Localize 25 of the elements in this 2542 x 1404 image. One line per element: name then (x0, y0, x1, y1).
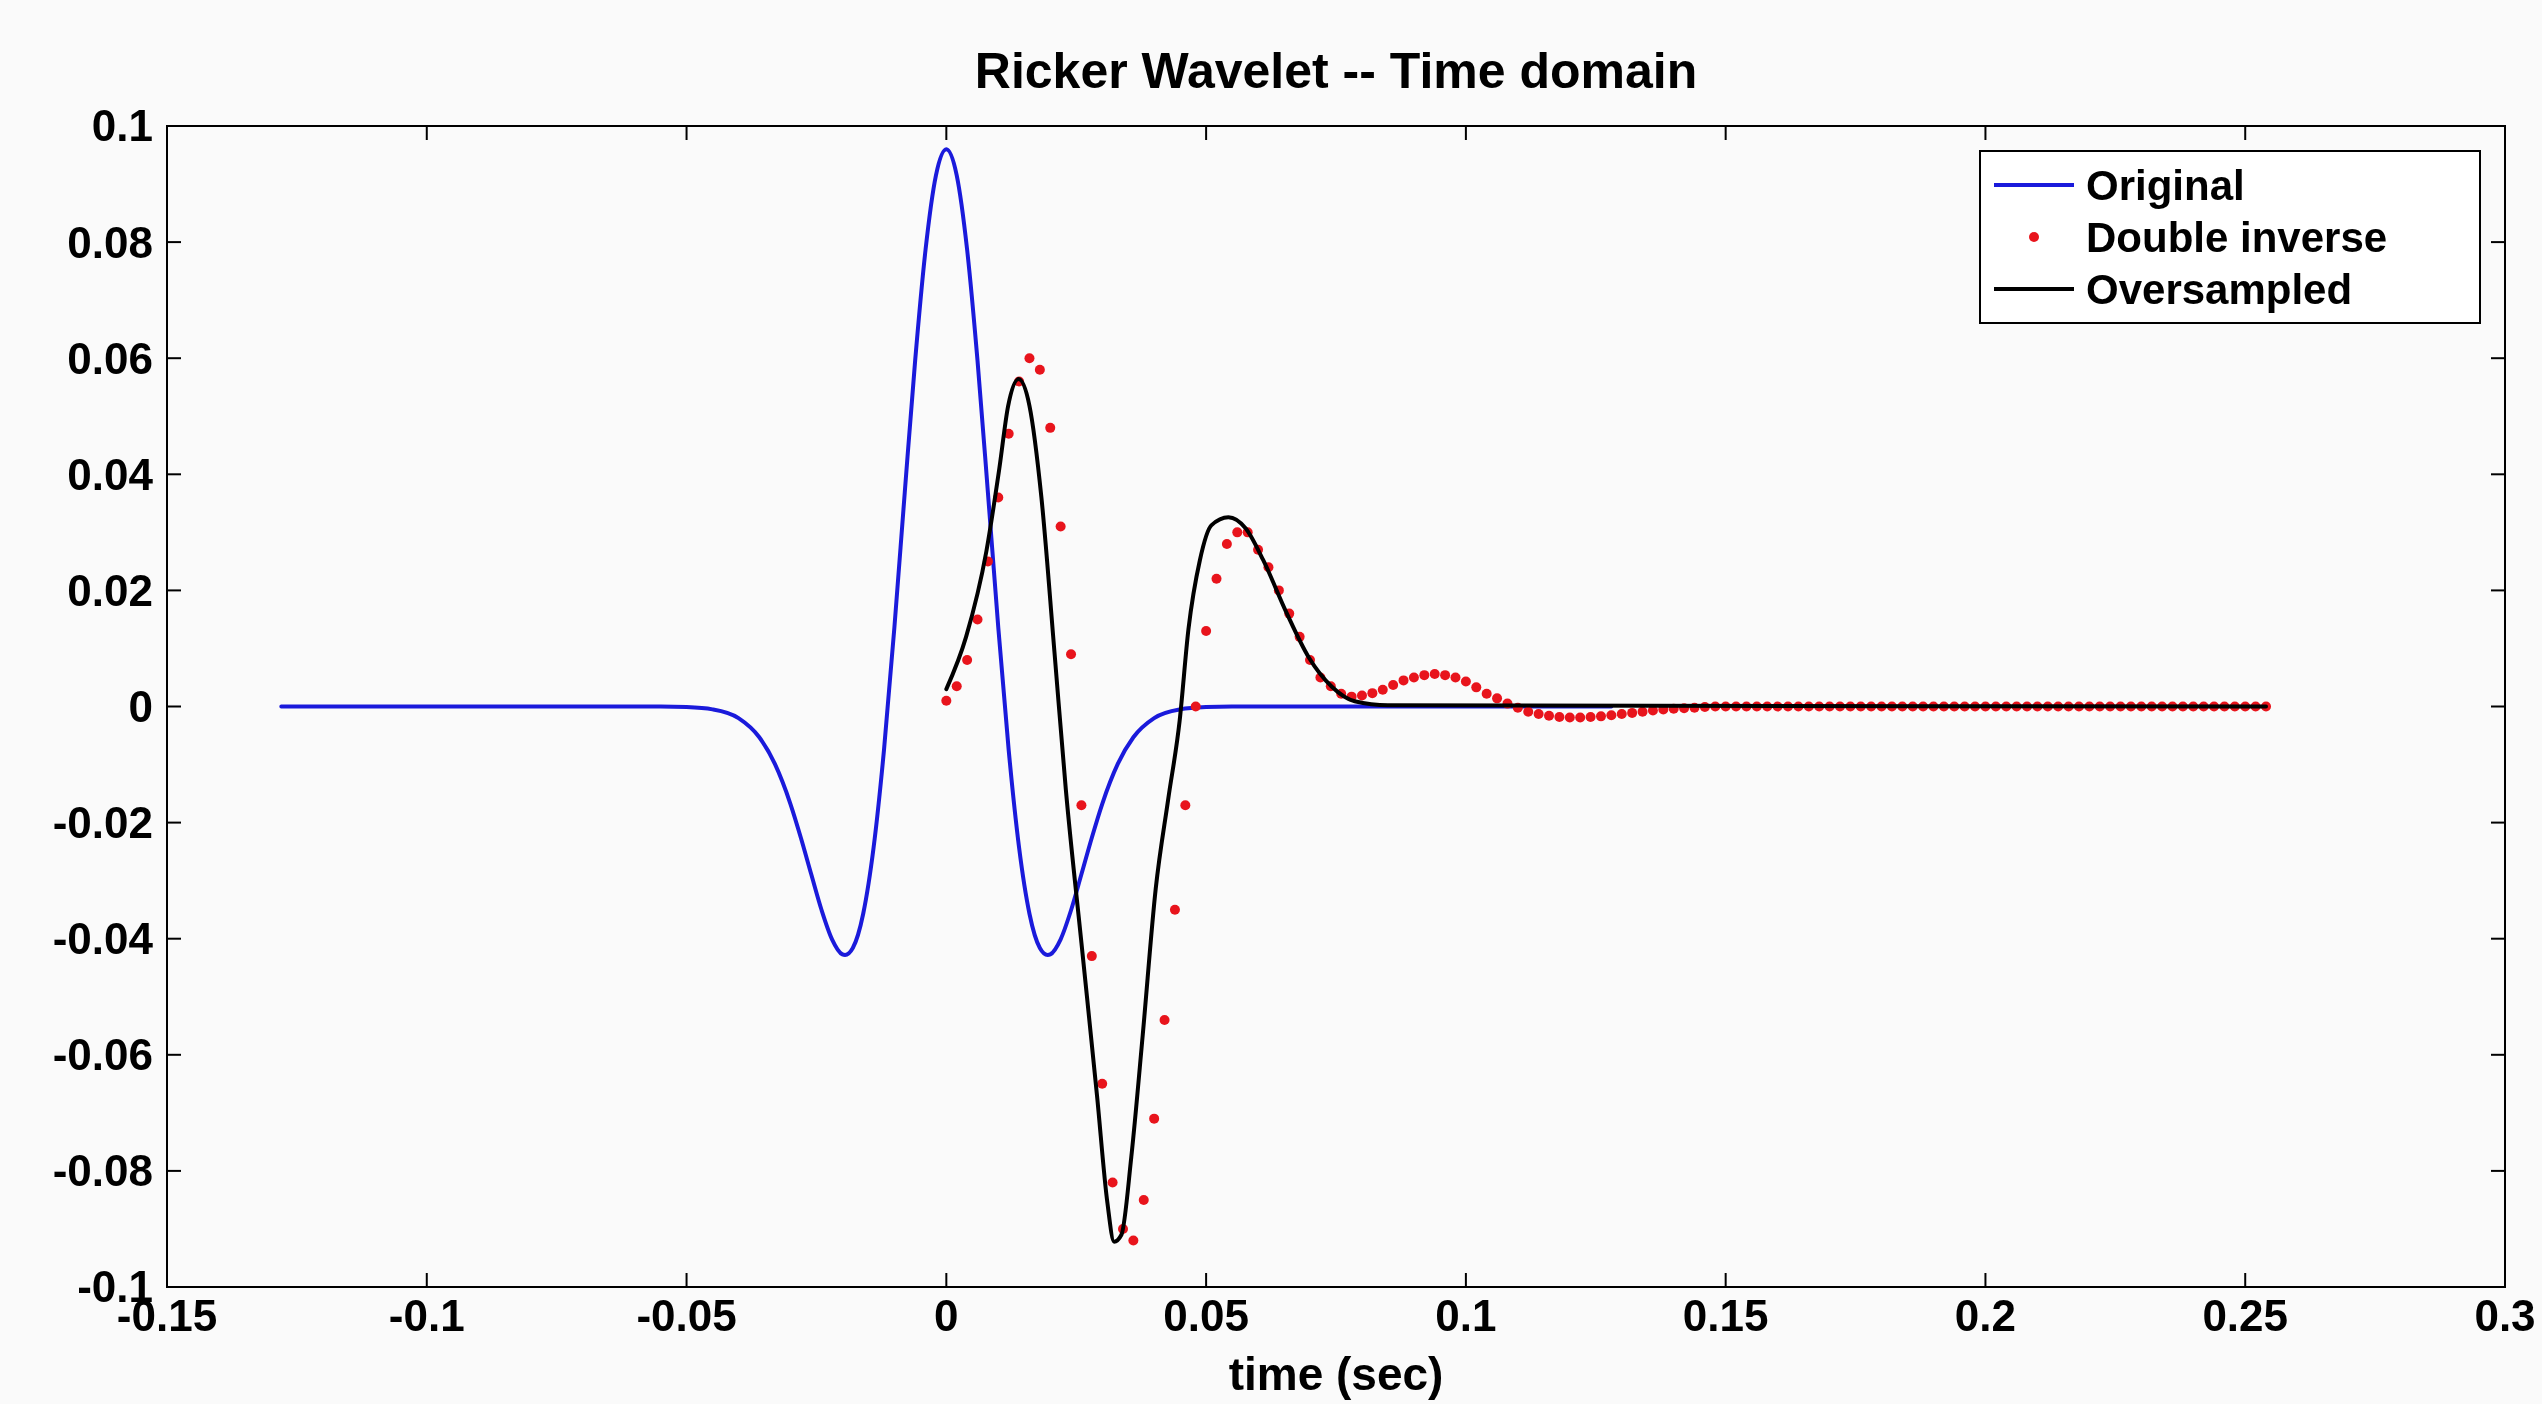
y-tick-label: 0.08 (67, 217, 153, 267)
y-tick-label: -0.08 (52, 1146, 153, 1196)
y-tick-label: 0.1 (91, 101, 153, 151)
x-tick-label: 0.05 (1163, 1291, 1249, 1340)
y-tick-label: -0.06 (52, 1030, 153, 1080)
x-tick-label: 0.1 (1435, 1291, 1497, 1340)
y-tick-label: 0 (128, 681, 153, 731)
x-tick-label: 0.15 (1682, 1291, 1769, 1340)
y-tick-label: -0.04 (52, 914, 154, 964)
x-tick-label: 0.2 (1954, 1291, 2017, 1340)
legend-label: Original (2086, 161, 2245, 209)
x-tick-label: -0.05 (636, 1291, 737, 1340)
y-tick-label: 0.04 (67, 449, 154, 499)
x-tick-label: 0.3 (2474, 1291, 2536, 1340)
x-axis-title: time (sec) (1228, 1348, 1444, 1400)
y-tick-label: -0.02 (52, 798, 153, 847)
x-tick-label: -0.1 (388, 1291, 465, 1340)
chart-title: Ricker Wavelet -- Time domain (974, 43, 1698, 99)
y-tick-label: 0.02 (67, 565, 153, 615)
y-tick-label: 0.06 (67, 333, 153, 383)
x-tick-label: 0.25 (2202, 1291, 2289, 1340)
x-tick-label: 0 (934, 1291, 959, 1340)
legend-label: Oversampled (2086, 265, 2353, 313)
legend-label: Double inverse (2086, 213, 2388, 261)
line-series (279, 147, 1614, 957)
